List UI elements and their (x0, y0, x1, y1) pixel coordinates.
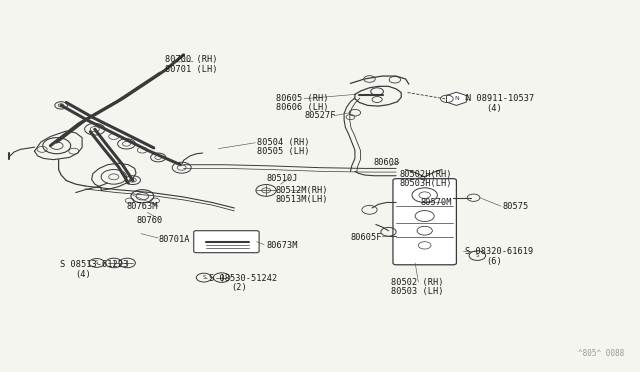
Text: (4): (4) (486, 104, 502, 113)
Text: ^805^ 0088: ^805^ 0088 (579, 349, 625, 358)
Text: S: S (95, 260, 99, 266)
FancyBboxPatch shape (393, 179, 456, 265)
Text: (2): (2) (231, 283, 247, 292)
Text: 80763M: 80763M (127, 202, 158, 211)
Text: 80503H(LH): 80503H(LH) (399, 179, 452, 187)
Text: 80505 (LH): 80505 (LH) (257, 147, 309, 156)
Text: 80605 (RH): 80605 (RH) (276, 93, 328, 103)
Text: 80502H(RH): 80502H(RH) (399, 170, 452, 179)
Text: 80673M: 80673M (266, 241, 298, 250)
Text: S: S (476, 253, 479, 258)
Text: 80701A: 80701A (158, 235, 189, 244)
Text: 80504 (RH): 80504 (RH) (257, 138, 309, 147)
Text: S 08320-61619: S 08320-61619 (465, 247, 533, 256)
Text: N 08911-10537: N 08911-10537 (466, 94, 534, 103)
Text: 80760: 80760 (136, 216, 163, 225)
Text: (4): (4) (76, 270, 92, 279)
FancyBboxPatch shape (194, 231, 259, 253)
Text: 80503 (LH): 80503 (LH) (391, 287, 444, 296)
Text: 80575: 80575 (502, 202, 529, 211)
Text: 80701 (LH): 80701 (LH) (164, 65, 217, 74)
Text: 80606 (LH): 80606 (LH) (276, 103, 328, 112)
Text: 80608: 80608 (374, 158, 400, 167)
Text: 80502 (RH): 80502 (RH) (391, 278, 444, 286)
Text: 80513M(LH): 80513M(LH) (276, 195, 328, 205)
Polygon shape (447, 92, 467, 105)
Text: S: S (202, 275, 205, 280)
Text: 80570M: 80570M (420, 198, 452, 207)
Text: S 08513-61223: S 08513-61223 (60, 260, 128, 269)
Text: S 08530-51242: S 08530-51242 (209, 274, 277, 283)
Text: 80527F: 80527F (304, 111, 335, 120)
Text: 80510J: 80510J (266, 174, 298, 183)
Text: 80700 (RH): 80700 (RH) (164, 55, 217, 64)
Text: (6): (6) (486, 257, 502, 266)
Text: N: N (454, 96, 459, 101)
Text: 80605F: 80605F (351, 233, 382, 242)
Text: 80512M(RH): 80512M(RH) (276, 186, 328, 195)
